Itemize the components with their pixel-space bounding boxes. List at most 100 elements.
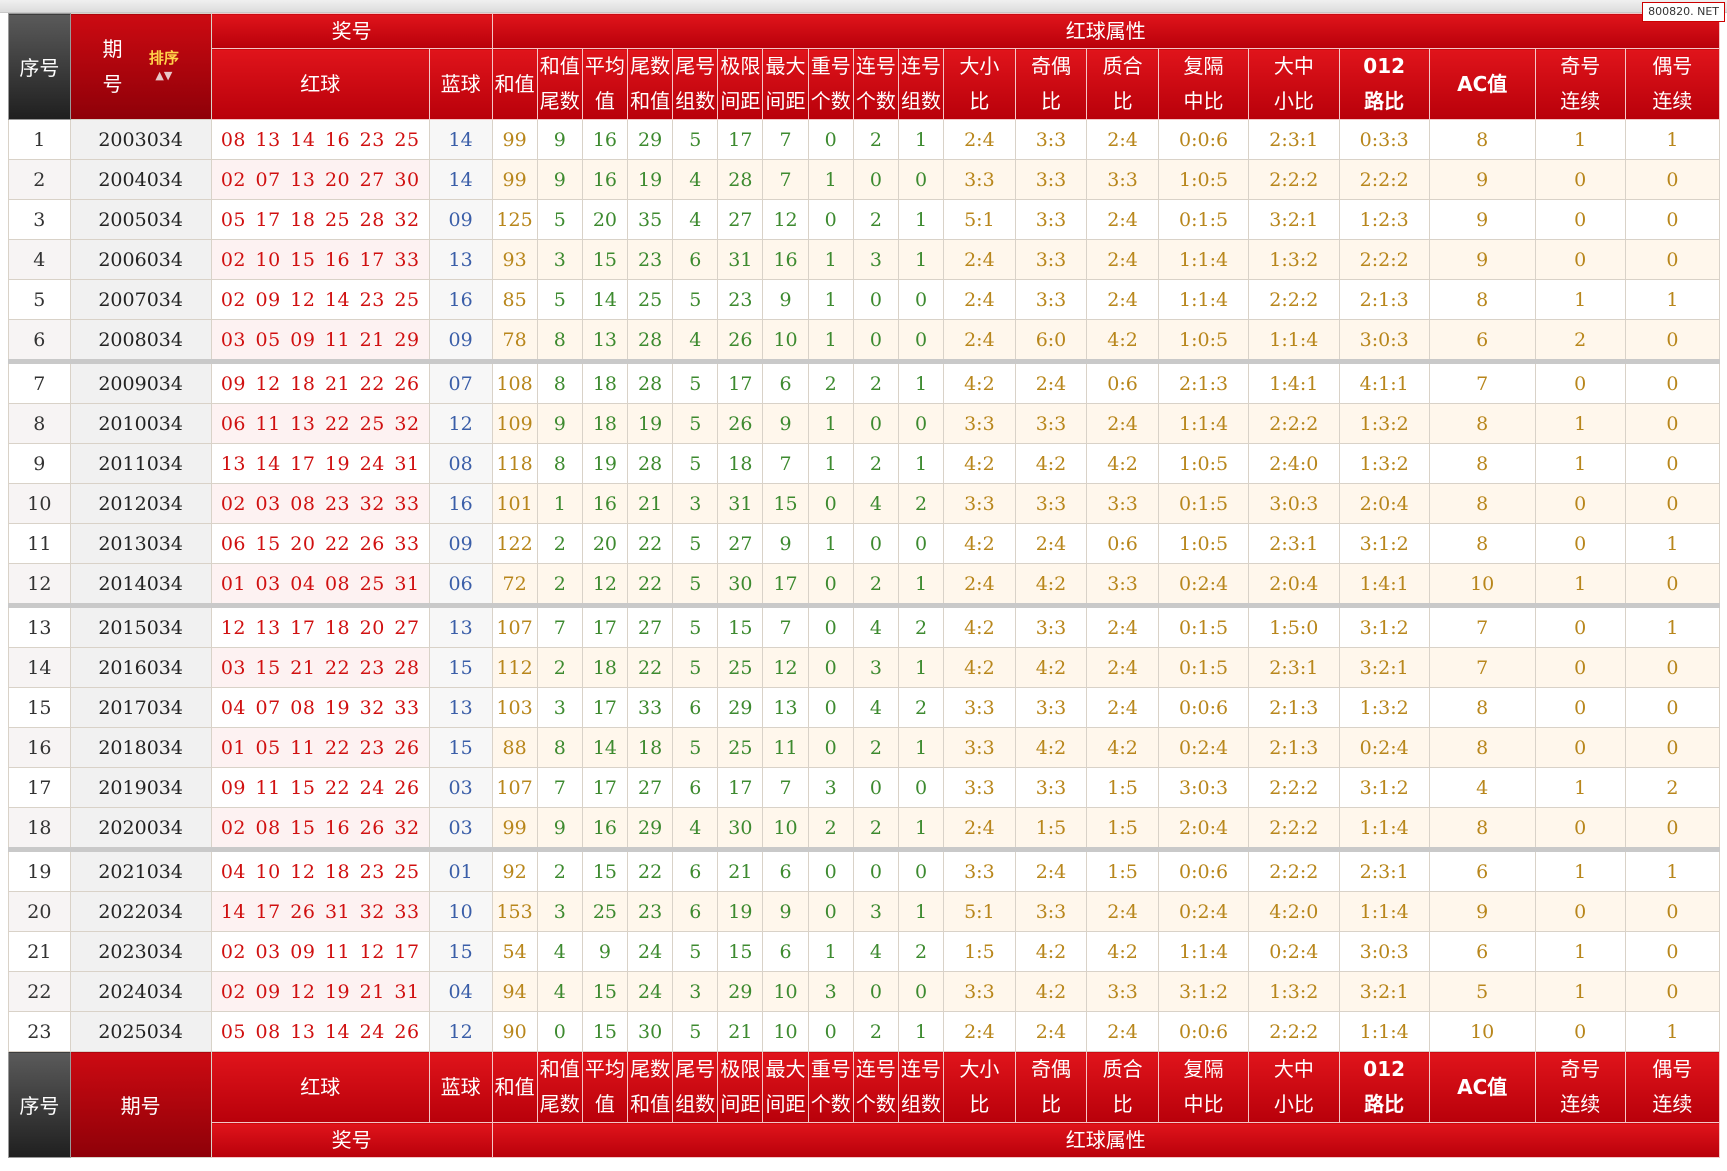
header-attr-col-header: 和值 尾数 xyxy=(536,48,583,120)
attr-value: 6 xyxy=(762,847,809,892)
attr-value: 7 xyxy=(1428,603,1536,648)
col-header-line2: 值 xyxy=(594,1092,615,1116)
attr-value: 25 xyxy=(717,727,764,768)
attr-value: 2:4 xyxy=(943,1011,1016,1052)
blue-ball-number: 13 xyxy=(428,603,493,648)
blue-ball-number: 12 xyxy=(428,403,493,444)
attr-value: 25 xyxy=(581,891,629,932)
attr-value: 99 xyxy=(491,119,538,160)
attr-value: 3:3 xyxy=(1014,483,1088,524)
row-index: 23 xyxy=(8,1011,71,1052)
attr-value: 3:2:1 xyxy=(1338,971,1430,1012)
col-header-line1: 奇偶 xyxy=(1030,1057,1071,1081)
attr-value: 2 xyxy=(852,443,899,484)
footer-attr-col-header: 012 路比 xyxy=(1338,1051,1430,1123)
attr-value: 4:2 xyxy=(1086,727,1159,768)
attr-value: 2 xyxy=(852,807,899,850)
attr-value: 6 xyxy=(672,239,719,280)
attr-value: 94 xyxy=(491,971,538,1012)
col-header-line2: 连续 xyxy=(1652,1092,1693,1116)
attr-value: 0:0:6 xyxy=(1157,1011,1250,1052)
attr-value: 5 xyxy=(672,443,719,484)
attr-value: 1 xyxy=(1624,279,1721,320)
attr-value: 8 xyxy=(1428,687,1536,728)
attr-value: 0 xyxy=(1534,239,1626,280)
attr-value: 4:2 xyxy=(1014,931,1088,972)
table-row: 5 2007034 02 09 12 14 23 25 16 85 5 14 25 5 23 9 1 0… xyxy=(8,279,1721,320)
red-ball-numbers: 04 07 08 19 32 33 xyxy=(210,687,430,728)
col-header-line1: 和值 xyxy=(539,54,580,78)
col-header-line1: 极限 xyxy=(720,54,761,78)
attr-value: 23 xyxy=(626,239,674,280)
attr-value: 8 xyxy=(1428,119,1536,160)
attr-value: 2:1:3 xyxy=(1248,727,1340,768)
attr-value: 2:2:2 xyxy=(1248,767,1340,808)
attr-value: 17 xyxy=(581,767,629,808)
col-header-line2: 连续 xyxy=(1560,1092,1601,1116)
attr-value: 3:0:3 xyxy=(1157,767,1250,808)
red-ball-numbers: 02 08 15 16 26 32 xyxy=(210,807,430,850)
attr-value: 8 xyxy=(1428,523,1536,564)
attr-value: 2:4 xyxy=(943,319,1016,362)
table-row: 15 2017034 04 07 08 19 32 33 13 103 3 17 33 6 29 1… xyxy=(8,687,1721,728)
attr-value: 4:2 xyxy=(943,443,1016,484)
row-index: 21 xyxy=(8,931,71,972)
attr-value: 17 xyxy=(581,687,629,728)
browser-top-strip xyxy=(0,0,1727,13)
attr-value: 108 xyxy=(491,359,538,404)
footer-attr-col-header: 连号 组数 xyxy=(897,1051,945,1123)
attr-value: 1 xyxy=(807,443,854,484)
attr-value: 0 xyxy=(1624,727,1721,768)
attr-value: 8 xyxy=(1428,807,1536,850)
row-index: 10 xyxy=(8,483,71,524)
footer-attr-col-header: 最大 间距 xyxy=(762,1051,809,1123)
attr-value: 0:0:6 xyxy=(1157,119,1250,160)
attr-value: 1:1:4 xyxy=(1157,403,1250,444)
attr-value: 1:5 xyxy=(943,931,1016,972)
attr-value: 18 xyxy=(626,727,674,768)
attr-value: 1 xyxy=(807,523,854,564)
period-header[interactable]: 期 号 排序 ▲▼ xyxy=(69,13,212,120)
attr-value: 0:3:3 xyxy=(1338,119,1430,160)
attr-value: 9 xyxy=(536,807,583,850)
attr-value: 26 xyxy=(717,403,764,444)
footer-red-ball-header: 红球 xyxy=(210,1051,430,1123)
attr-value: 9 xyxy=(1428,159,1536,200)
attr-value: 3 xyxy=(852,239,899,280)
attr-value: 90 xyxy=(491,1011,538,1052)
blue-ball-number: 04 xyxy=(428,971,493,1012)
attr-value: 0 xyxy=(1624,239,1721,280)
attr-value: 3:3 xyxy=(943,483,1016,524)
attr-value: 18 xyxy=(581,403,629,444)
draw-rows: 1 2003034 08 13 14 16 23 25 14 99 9 16 29 5 17 7 0 2… xyxy=(8,119,1721,1052)
attr-value: 4:2 xyxy=(1014,647,1088,688)
attr-value: 0 xyxy=(1624,319,1721,362)
attr-value: 3 xyxy=(536,687,583,728)
col-header-line1: 极限 xyxy=(720,1057,761,1081)
attr-value: 1:3:2 xyxy=(1338,687,1430,728)
attr-value: 0 xyxy=(852,523,899,564)
attr-value: 3 xyxy=(672,971,719,1012)
attr-value: 7 xyxy=(762,767,809,808)
col-header-line1: 质合 xyxy=(1102,54,1143,78)
col-header-line1: 和值 xyxy=(494,1074,535,1099)
col-header-line1: 尾号 xyxy=(675,1057,716,1081)
attr-value: 0:1:5 xyxy=(1157,647,1250,688)
red-ball-numbers: 09 11 15 22 24 26 xyxy=(210,767,430,808)
col-header-line1: 和值 xyxy=(494,71,535,96)
row-index: 13 xyxy=(8,603,71,648)
col-header-line1: 复隔 xyxy=(1183,1057,1224,1081)
attr-value: 10 xyxy=(1428,1011,1536,1052)
attr-value: 1:0:5 xyxy=(1157,159,1250,200)
attr-value: 4:2 xyxy=(1086,443,1159,484)
sort-toggle[interactable]: 排序 ▲▼ xyxy=(149,50,179,84)
attr-value: 2 xyxy=(852,199,899,240)
attr-value: 7 xyxy=(536,603,583,648)
attr-value: 2:2:2 xyxy=(1248,159,1340,200)
attr-value: 78 xyxy=(491,319,538,362)
attr-value: 2:4 xyxy=(1086,119,1159,160)
attr-value: 9 xyxy=(536,403,583,444)
attr-value: 2:2:2 xyxy=(1338,239,1430,280)
col-header-line2: 尾数 xyxy=(539,89,580,113)
red-ball-numbers: 12 13 17 18 20 27 xyxy=(210,603,430,648)
